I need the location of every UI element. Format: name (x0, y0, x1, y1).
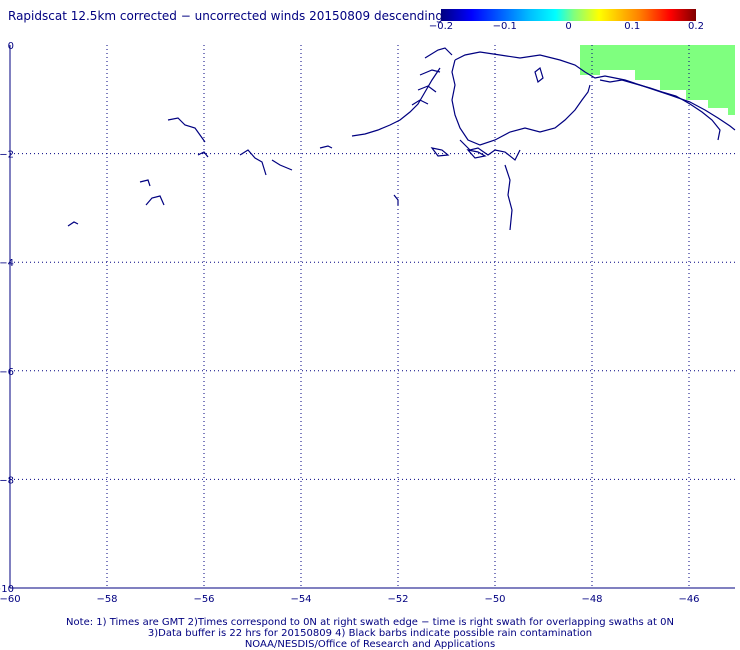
y-axis-tick-label: −4 (0, 258, 14, 269)
plot-frame (9, 45, 735, 589)
footnotes: Note: 1) Times are GMT 2)Times correspon… (0, 617, 740, 650)
coastline-islands-north (411, 47, 453, 106)
coastline-islet-west-6 (67, 221, 79, 227)
coastline (67, 47, 736, 231)
colorbar-tick-label: −0.1 (492, 21, 517, 32)
colorbar (441, 9, 696, 21)
coastline-river-channels (459, 139, 521, 231)
coastline-islet-west-4 (139, 179, 151, 187)
colorbar-gradient (441, 9, 696, 21)
coastline-island-small-3 (534, 66, 544, 84)
wind-difference-region (580, 45, 735, 115)
y-axis-tick-label: −8 (0, 475, 14, 486)
footnote-line-2: 3)Data buffer is 22 hrs for 20150809 4) … (147, 628, 593, 639)
x-axis-tick-label: −54 (290, 594, 311, 605)
coastline-estuary (351, 67, 441, 137)
coastline-islet-mid (393, 194, 399, 205)
coastline-islet-west-5 (145, 195, 165, 206)
wind-difference-map: −60 −58 −56 −54 −52 −50 −48 −46 0 −2 −4 −6 −8 −10 (0, 41, 736, 605)
coastline-islet-west-3 (239, 149, 293, 176)
x-axis-tick-label: −58 (96, 594, 117, 605)
x-axis-labels: −60 −58 −56 −54 −52 −50 −48 −46 (0, 594, 700, 605)
y-axis-tick-label: −2 (0, 150, 14, 161)
coastline-islet-west-1 (167, 117, 206, 143)
x-axis-tick-label: −56 (193, 594, 214, 605)
coastline-islet-west-2 (197, 151, 209, 158)
footnote-line-1: Note: 1) Times are GMT 2)Times correspon… (66, 617, 674, 628)
colorbar-tick-label: 0.2 (688, 21, 704, 32)
y-axis-tick-label: −6 (0, 367, 14, 378)
x-axis-tick-label: −60 (0, 594, 21, 605)
y-axis-tick-label: −10 (0, 584, 14, 595)
coastline-south-shore (451, 59, 591, 146)
coastline-island-small-2 (430, 147, 450, 157)
x-axis-tick-label: −46 (678, 594, 699, 605)
x-axis-tick-label: −52 (387, 594, 408, 605)
colorbar-tick-label: −0.2 (428, 21, 454, 32)
coastline-eastern-shore (599, 79, 721, 141)
x-axis-tick-label: −50 (484, 594, 505, 605)
colorbar-tick-label: 0 (565, 21, 572, 32)
y-axis-labels: 0 −2 −4 −6 −8 −10 (0, 41, 14, 595)
gridlines (10, 45, 735, 588)
coastline-islet-west-7 (319, 145, 333, 149)
coastline-main-landmass (454, 51, 736, 131)
y-axis-tick-label: 0 (8, 41, 14, 52)
colorbar-tick-label: 0.1 (624, 21, 641, 32)
coastline-island-small-1 (466, 149, 487, 159)
chart-title: Rapidscat 12.5km corrected − uncorrected… (8, 9, 443, 23)
x-axis-tick-label: −48 (581, 594, 602, 605)
footnote-line-3: NOAA/NESDIS/Office of Research and Appli… (244, 639, 496, 650)
